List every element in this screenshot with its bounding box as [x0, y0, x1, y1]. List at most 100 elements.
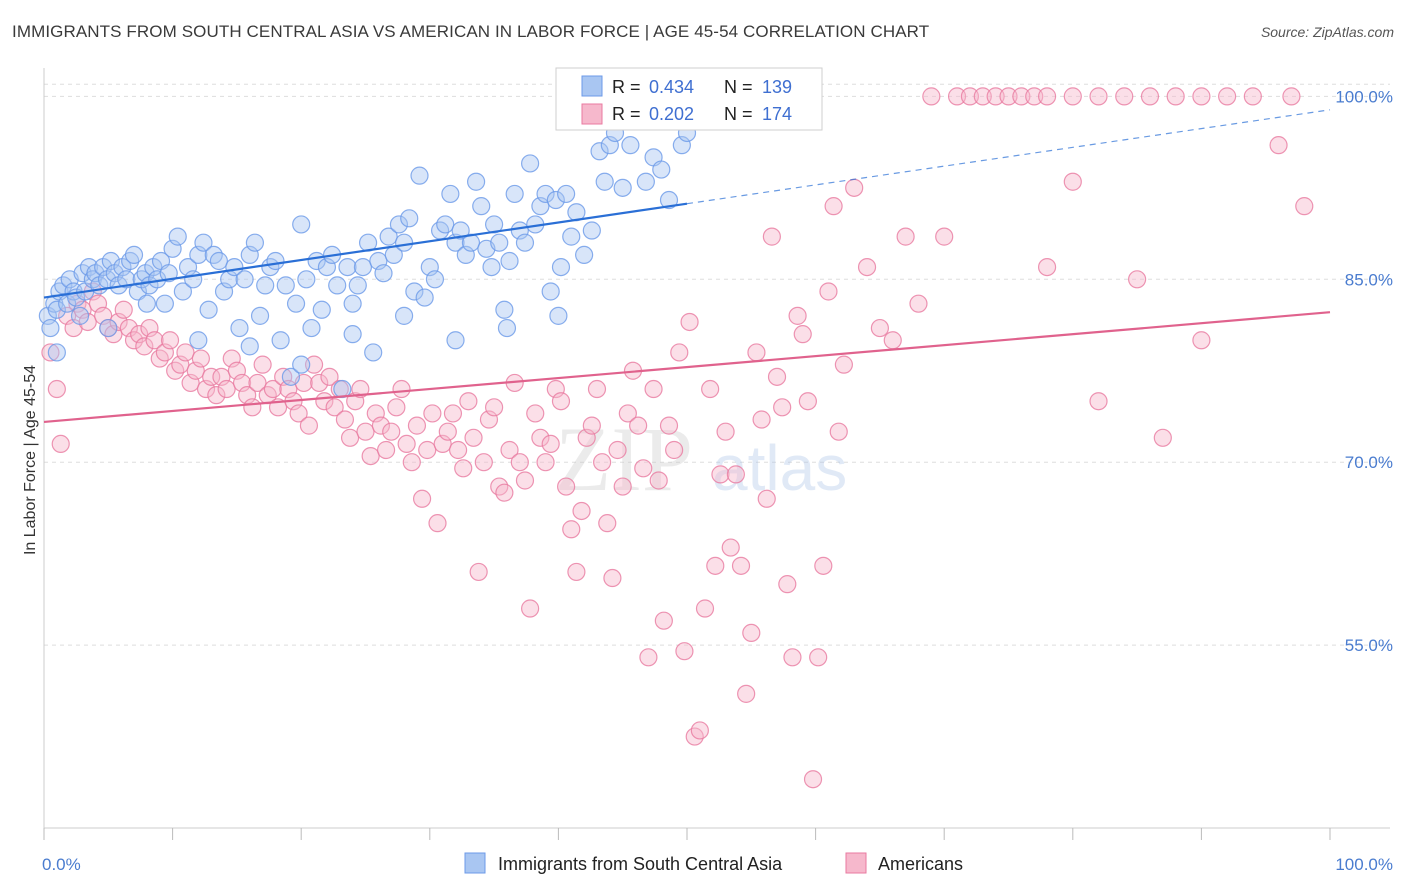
- data-point: [1063, 87, 1082, 106]
- data-point: [757, 489, 776, 508]
- data-point: [451, 221, 470, 240]
- data-point: [665, 440, 684, 460]
- data-point: [742, 623, 761, 643]
- data-point: [159, 264, 178, 283]
- tick-labels: 55.0% 70.0% 85.0% 100.0% 0.0% 100.0%: [42, 87, 1393, 874]
- data-point: [497, 318, 517, 338]
- legend-swatch-blue: [581, 75, 603, 97]
- data-point: [176, 343, 195, 362]
- data-point: [448, 440, 468, 460]
- data-point: [960, 87, 980, 106]
- data-point: [469, 562, 488, 582]
- data-point: [418, 440, 437, 460]
- legend-r-value-1: 0.434: [649, 77, 694, 97]
- data-point: [716, 422, 735, 441]
- data-point: [297, 270, 316, 289]
- data-point: [582, 416, 601, 435]
- data-point: [575, 245, 594, 265]
- data-point: [168, 227, 187, 246]
- data-point: [521, 599, 540, 618]
- bottom-legend-swatch-pink: [845, 852, 867, 874]
- data-point: [325, 398, 344, 417]
- data-point: [194, 233, 213, 252]
- data-point: [621, 136, 640, 155]
- data-point: [819, 282, 838, 301]
- data-point: [1025, 87, 1044, 106]
- data-point: [546, 190, 565, 210]
- data-point: [312, 300, 331, 319]
- data-point: [531, 428, 550, 447]
- data-point: [271, 331, 290, 350]
- data-point: [340, 428, 360, 447]
- data-point: [515, 233, 535, 252]
- data-point: [41, 318, 60, 338]
- data-point: [230, 318, 249, 338]
- data-point: [189, 331, 208, 350]
- data-point: [845, 178, 864, 197]
- data-point: [659, 190, 679, 210]
- data-point: [670, 343, 689, 362]
- data-point: [199, 300, 218, 319]
- data-point: [379, 227, 398, 246]
- data-point: [1153, 428, 1172, 447]
- legend-r-value-2: 0.202: [649, 104, 694, 124]
- trend-line-immigrants: [43, 202, 688, 299]
- data-point: [495, 300, 514, 319]
- data-point: [209, 251, 228, 271]
- data-point: [364, 343, 383, 362]
- data-point: [202, 367, 221, 386]
- data-point: [353, 257, 373, 277]
- data-point: [441, 184, 460, 204]
- data-point: [870, 318, 890, 338]
- data-point: [292, 215, 311, 234]
- data-point: [1282, 87, 1301, 106]
- data-point: [536, 453, 555, 472]
- data-point: [47, 343, 66, 362]
- data-point: [515, 471, 535, 490]
- data-point: [263, 379, 283, 399]
- data-point: [773, 398, 792, 417]
- data-point: [281, 367, 301, 386]
- data-point: [335, 410, 355, 429]
- data-point: [70, 306, 90, 325]
- data-point: [747, 343, 766, 362]
- data-point: [793, 325, 812, 344]
- data-point: [292, 355, 311, 374]
- data-point: [338, 257, 357, 277]
- data-point: [446, 331, 465, 350]
- data-point: [922, 87, 941, 106]
- data-point: [829, 422, 848, 441]
- data-point: [387, 398, 406, 417]
- data-point: [1243, 87, 1262, 106]
- data-point: [1089, 87, 1108, 106]
- data-point: [737, 684, 756, 703]
- data-point: [286, 294, 306, 313]
- data-point: [245, 233, 265, 252]
- data-point: [500, 251, 519, 271]
- data-point: [405, 282, 424, 301]
- data-point: [320, 367, 339, 386]
- axes: [43, 68, 1390, 840]
- data-point: [485, 398, 504, 417]
- data-point: [557, 477, 576, 496]
- data-point: [731, 556, 751, 575]
- data-point: [1295, 197, 1314, 216]
- data-point: [618, 404, 637, 423]
- data-point: [649, 471, 668, 490]
- data-point: [598, 514, 617, 533]
- data-point: [207, 386, 226, 405]
- data-point: [276, 276, 295, 295]
- data-point: [947, 87, 967, 106]
- data-point: [402, 453, 421, 472]
- bottom-legend-label-pink: Americans: [878, 854, 963, 874]
- data-point: [351, 379, 370, 399]
- data-point: [659, 416, 679, 435]
- data-point: [410, 166, 429, 185]
- data-point: [191, 349, 210, 368]
- data-point: [824, 197, 843, 216]
- legend-n-value-1: 139: [762, 77, 792, 97]
- data-point: [549, 306, 568, 325]
- data-point: [1037, 87, 1057, 106]
- data-point: [654, 611, 673, 630]
- data-point: [1218, 87, 1237, 106]
